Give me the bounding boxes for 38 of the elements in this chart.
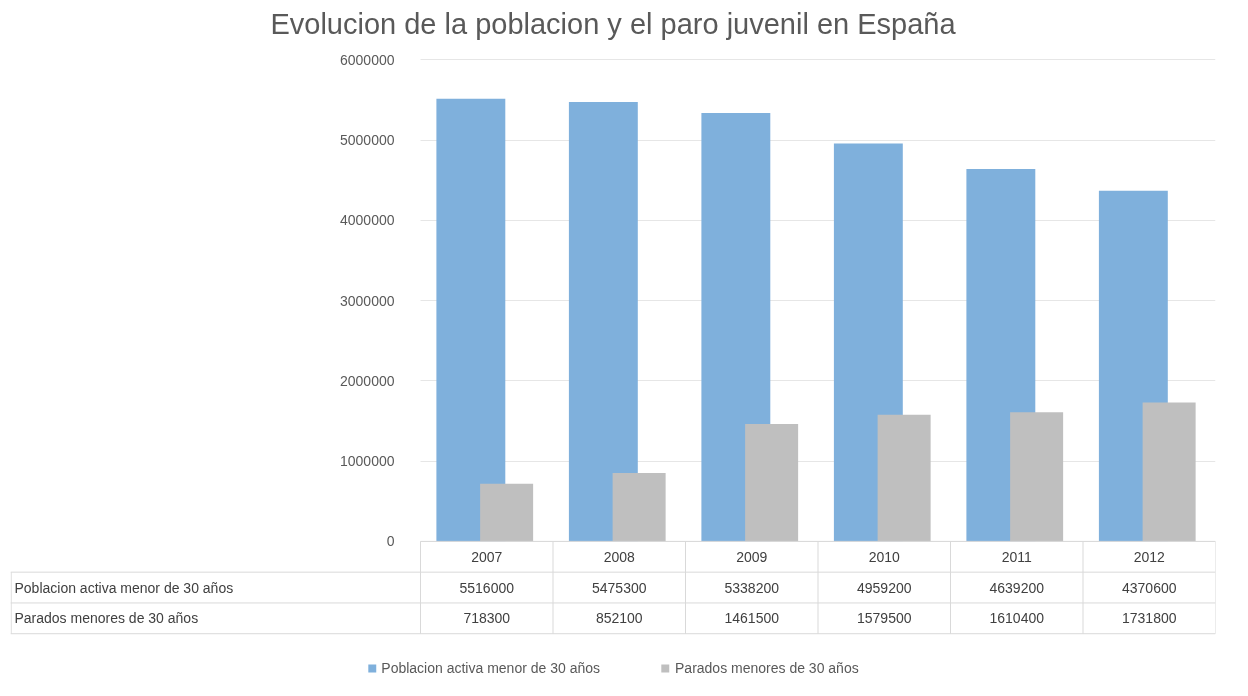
text: Parados menores de 30 años: [14, 610, 199, 627]
legend-label: Parados menores de 30 años: [675, 660, 859, 676]
bar: [745, 424, 799, 542]
data-label: 5338200: [724, 579, 780, 596]
data-label: 4370600: [1122, 579, 1177, 596]
data-label: 852100: [595, 610, 643, 627]
bar: [568, 102, 638, 542]
x-tick-label: 2012: [1133, 548, 1166, 565]
y-tick-label: 6000000: [340, 51, 395, 68]
data-label: 4639200: [989, 579, 1045, 596]
data-label: 1461500: [724, 610, 780, 627]
bar: [612, 473, 666, 542]
x-tick-label: 2008: [603, 548, 636, 565]
y-tick-label: 4000000: [340, 212, 395, 229]
y-tick-label: 0: [386, 533, 395, 550]
data-label: 1731800: [1122, 610, 1177, 627]
data-label: 4959200: [857, 579, 912, 596]
bar: [1142, 402, 1196, 542]
y-tick-label: 1000000: [340, 453, 395, 470]
x-tick-label: 2009: [736, 548, 768, 565]
bar: [1010, 412, 1064, 542]
data-label: 1610400: [989, 610, 1045, 627]
data-label: 5475300: [592, 579, 647, 596]
x-tick-label: 2011: [1001, 548, 1033, 565]
y-tick-label: 3000000: [340, 292, 395, 309]
legend-label: Poblacion activa menor de 30 años: [381, 660, 601, 676]
x-tick-label: 2007: [471, 548, 503, 565]
data-label: 1579500: [857, 610, 912, 627]
bar: [480, 483, 534, 542]
text: Poblacion activa menor de 30 años: [14, 579, 234, 596]
chart-title: Evolucion de la poblacion y el paro juvenil en España: [270, 7, 957, 40]
x-tick-label: 2010: [868, 548, 901, 565]
y-tick-label: 5000000: [340, 132, 395, 149]
data-label: 5516000: [459, 579, 515, 596]
data-label: 718300: [463, 610, 511, 627]
y-tick-label: 2000000: [340, 372, 395, 389]
bar: [436, 98, 506, 542]
bar: [877, 414, 931, 542]
